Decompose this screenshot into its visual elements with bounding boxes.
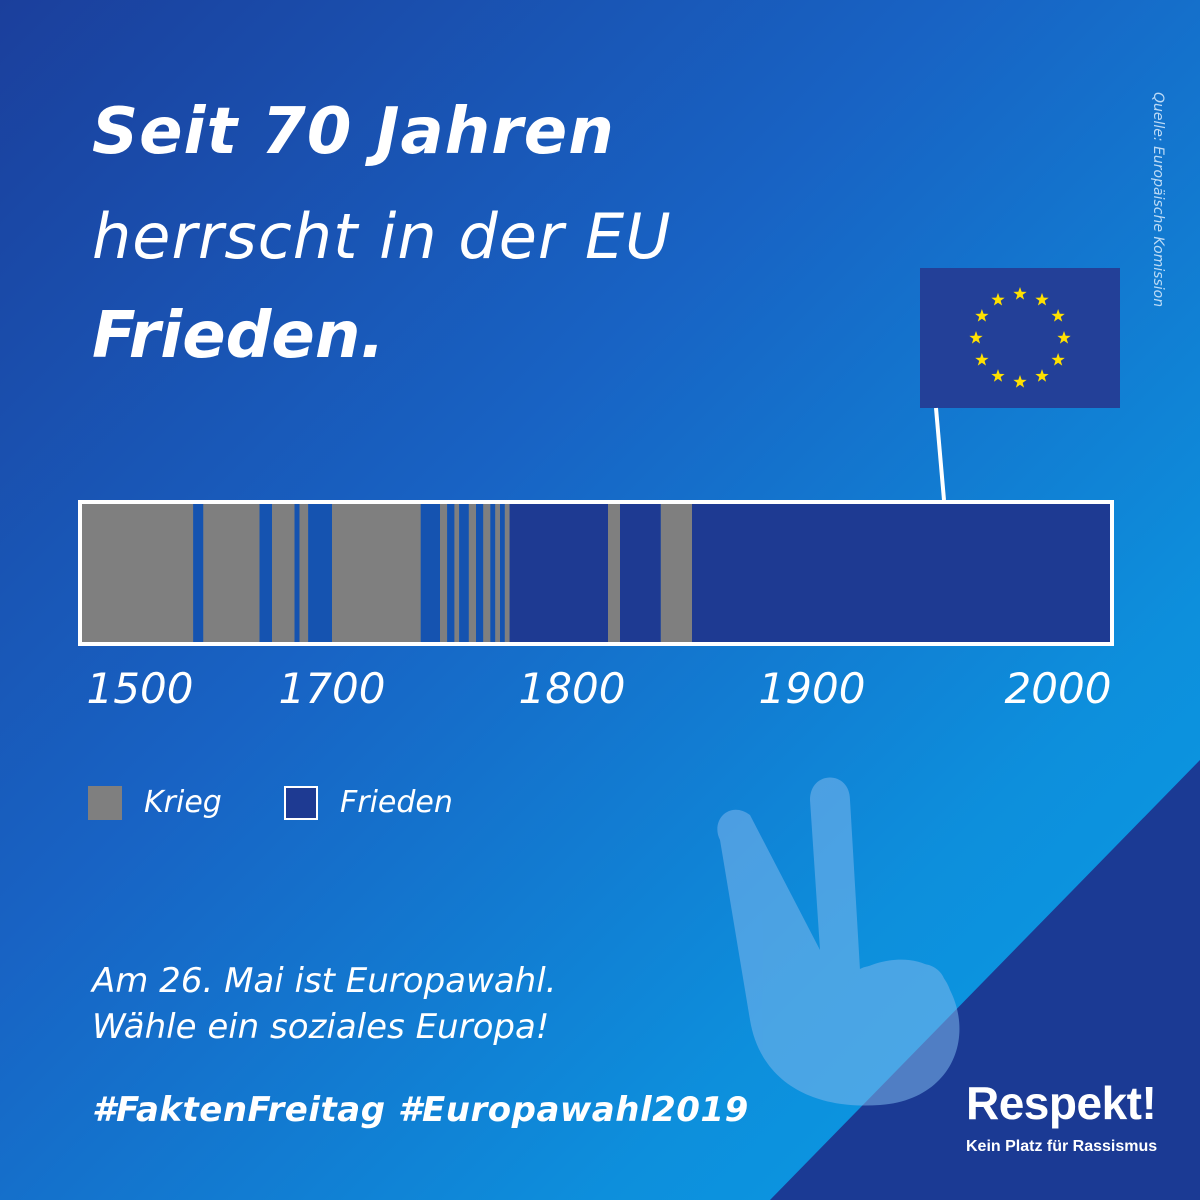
brand-logo: Respekt! Kein Platz für Rassismus: [966, 1080, 1157, 1156]
segment-krieg: [660, 504, 692, 642]
star-icon: [969, 331, 983, 344]
segment-frieden: [193, 504, 204, 642]
segment-krieg: [299, 504, 309, 642]
segment-frieden: [308, 504, 332, 642]
footer-message: Am 26. Mai ist Europawahl. Wähle ein soz…: [92, 958, 556, 1050]
timeline-chart: [78, 500, 1114, 646]
eu-flag-icon: [920, 268, 1120, 500]
tick-label: 2000: [1004, 664, 1112, 713]
tick-label: 1900: [758, 664, 866, 713]
footer-line-1: Am 26. Mai ist Europawahl.: [92, 961, 557, 1001]
footer-line-2: Wähle ein soziales Europa!: [92, 1007, 550, 1047]
segment-krieg: [82, 504, 194, 642]
segment-krieg: [454, 504, 460, 642]
star-icon: [991, 369, 1005, 382]
flag-stars: [969, 287, 1071, 388]
headline-line-3: Frieden.: [92, 299, 385, 373]
source-note: Quelle: Europäische Komission: [1150, 92, 1166, 308]
star-icon: [1013, 287, 1027, 300]
segment-krieg: [332, 504, 421, 642]
tick-label: 1500: [86, 664, 194, 713]
segment-krieg: [608, 504, 620, 642]
hashtags: #FaktenFreitag #Europawahl2019: [92, 1090, 749, 1130]
timeline-frame: [78, 500, 1114, 646]
segment-frieden: [509, 504, 608, 642]
segment-frieden: [259, 504, 272, 642]
star-icon: [1051, 309, 1065, 322]
segment-krieg: [504, 504, 510, 642]
star-icon: [1035, 292, 1049, 306]
tick-label: 1700: [278, 664, 386, 713]
brand-subtitle: Kein Platz für Rassismus: [966, 1138, 1158, 1155]
segment-frieden: [490, 504, 496, 642]
legend-swatch-krieg: [88, 786, 122, 820]
legend-swatch-frieden: [284, 786, 318, 820]
segment-krieg: [483, 504, 491, 642]
segment-krieg: [495, 504, 500, 642]
segment-krieg: [468, 504, 476, 642]
headline-line-2: herrscht in der EU: [92, 200, 672, 273]
segment-frieden: [500, 504, 505, 642]
segment-frieden: [620, 504, 661, 642]
star-icon: [1051, 353, 1065, 366]
segment-krieg: [272, 504, 295, 642]
star-icon: [975, 309, 989, 322]
peace-hand-icon: [717, 777, 960, 1106]
segment-krieg: [440, 504, 448, 642]
star-icon: [1035, 369, 1049, 382]
segment-frieden: [476, 504, 484, 642]
segment-frieden: [459, 504, 469, 642]
legend-label-krieg: Krieg: [144, 785, 222, 820]
segment-frieden: [692, 504, 1110, 642]
segment-frieden: [447, 504, 455, 642]
segment-frieden: [420, 504, 440, 642]
tick-label: 1800: [518, 664, 626, 713]
headline: Seit 70 Jahren herrscht in der EU Friede…: [92, 100, 672, 368]
star-icon: [975, 353, 989, 366]
star-icon: [991, 292, 1005, 306]
brand-title: Respekt!: [966, 1077, 1157, 1129]
star-icon: [1057, 331, 1071, 344]
star-icon: [1013, 375, 1027, 388]
timeline-segments: [82, 504, 1110, 642]
legend-label-frieden: Frieden: [340, 785, 453, 820]
segment-frieden: [294, 504, 300, 642]
flag-pole: [934, 407, 946, 500]
segment-krieg: [203, 504, 260, 642]
headline-line-1: Seit 70 Jahren: [92, 95, 615, 169]
